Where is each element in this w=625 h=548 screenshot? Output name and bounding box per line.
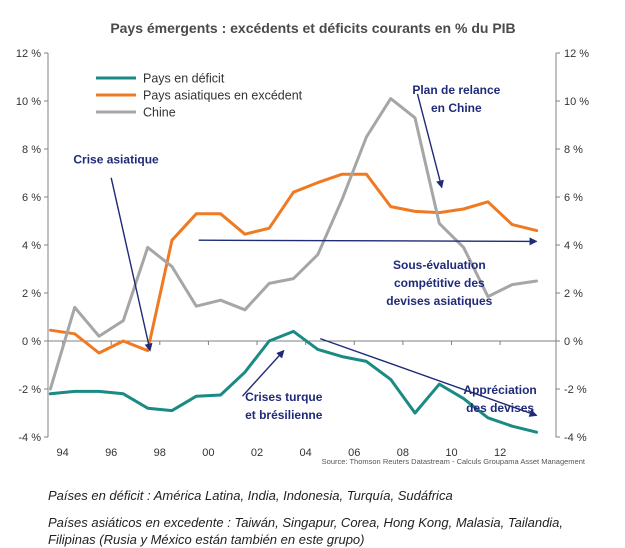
- annotation: Crises turque et brésilienne: [241, 349, 323, 422]
- annotation-text: Appréciation: [463, 383, 536, 397]
- y-tick-label-right: 10 %: [564, 96, 589, 108]
- y-tick-label-right: 8 %: [564, 144, 583, 156]
- legend-label: Pays asiatiques en excédent: [143, 89, 303, 103]
- source-note: Source: Thomson Reuters Datastream - Cal…: [322, 457, 586, 466]
- annotation-arrow: [416, 93, 444, 189]
- x-tick-label: 96: [105, 447, 117, 459]
- series-line-chine: [48, 97, 539, 391]
- series-line-pays-en-d-ficit: [48, 329, 539, 434]
- x-tick-label: 08: [397, 447, 409, 459]
- annotation-text: Crise asiatique: [73, 152, 159, 166]
- x-tick-label: 00: [202, 447, 214, 459]
- annotation-text: Crises turque: [245, 390, 323, 404]
- chart-area: Pays émergents : excédents et déficits c…: [16, 20, 589, 466]
- y-tick-label-right: 12 %: [564, 48, 589, 60]
- note-deficit-countries: Países en déficit : América Latina, Indi…: [48, 488, 453, 503]
- y-tick-label-left: 6 %: [22, 192, 41, 204]
- x-tick-label: 94: [56, 447, 68, 459]
- y-tick-label-right: -2 %: [564, 384, 587, 396]
- series-lines: [48, 97, 539, 434]
- annotation-arrow: [241, 349, 285, 397]
- annotations: Crise asiatique Plan de relance en Chine So…: [73, 83, 538, 422]
- annotation-arrow: [319, 337, 538, 417]
- y-tick-label-left: 4 %: [22, 240, 41, 252]
- legend: Pays en déficit Pays asiatiques en excéde…: [96, 72, 303, 120]
- annotation-text: des devises: [466, 401, 534, 415]
- annotation: Plan de relance en Chine: [412, 83, 501, 189]
- y-tick-label-left: 0 %: [22, 336, 41, 348]
- legend-label: Chine: [143, 106, 176, 120]
- annotation-text: Sous-évaluation: [393, 258, 486, 272]
- annotation-text: et brésilienne: [245, 408, 323, 422]
- annotation-arrow: [110, 177, 153, 352]
- axes: 12 % 12 % 10 % 10 % 8 % 8 % 6 % 6 % 4 % 4 % 2 % 2 %…: [16, 48, 589, 459]
- series-line-pays-asiatiques-en-exc-dent: [48, 172, 539, 355]
- y-tick-label-left: 12 %: [16, 48, 41, 60]
- y-tick-label-left: -2 %: [18, 384, 41, 396]
- y-tick-label-right: 4 %: [564, 240, 583, 252]
- chart-title: Pays émergents : excédents et déficits c…: [110, 20, 515, 36]
- y-tick-label-right: -4 %: [564, 432, 587, 444]
- annotation: Crise asiatique: [73, 152, 159, 352]
- note-surplus-countries: Países asiáticos en excedente : Taiwán, …: [48, 515, 564, 547]
- annotation-arrow: [198, 237, 538, 246]
- y-tick-label-left: -4 %: [18, 432, 41, 444]
- y-tick-label-left: 8 %: [22, 144, 41, 156]
- x-tick-label: 02: [251, 447, 263, 459]
- x-tick-label: 12: [494, 447, 506, 459]
- annotation-text: en Chine: [431, 101, 482, 115]
- y-tick-label-right: 6 %: [564, 192, 583, 204]
- annotation: Sous-évaluation compétitive des devises as…: [198, 237, 538, 308]
- x-tick-label: 10: [445, 447, 457, 459]
- annotation-text: devises asiatiques: [386, 294, 492, 308]
- x-tick-label: 98: [154, 447, 166, 459]
- legend-label: Pays en déficit: [143, 72, 225, 86]
- y-tick-label-left: 10 %: [16, 96, 41, 108]
- annotation-text: Plan de relance: [412, 83, 500, 97]
- y-tick-label-right: 2 %: [564, 288, 583, 300]
- y-tick-label-right: 0 %: [564, 336, 583, 348]
- y-tick-label-left: 2 %: [22, 288, 41, 300]
- annotation-text: compétitive des: [394, 276, 485, 290]
- annotation: Appréciation des devises: [319, 337, 538, 417]
- x-tick-label: 04: [300, 447, 312, 459]
- x-tick-label: 06: [348, 447, 360, 459]
